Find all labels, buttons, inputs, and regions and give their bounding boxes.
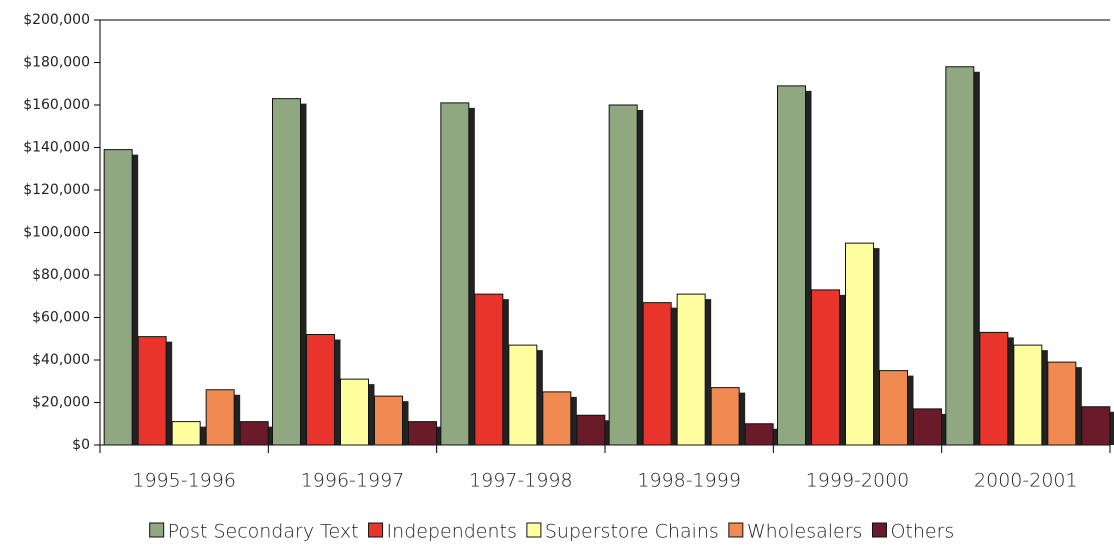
bar [576, 414, 606, 446]
bar [239, 421, 269, 446]
bar [811, 289, 840, 446]
bar-shadow [436, 426, 443, 445]
bar-shadow [1109, 411, 1114, 445]
bar [642, 302, 672, 446]
bar [979, 331, 1009, 446]
bar-shadow [334, 339, 341, 445]
y-tick-label: $120,000 [23, 182, 90, 198]
bar-shadow [907, 375, 914, 445]
y-tick-label: $60,000 [32, 310, 90, 326]
x-tick-label: 1997-1998 [469, 470, 573, 492]
bar [879, 370, 908, 446]
bar [205, 389, 235, 446]
y-tick-label: $20,000 [32, 395, 90, 411]
bar [913, 408, 942, 446]
bar [542, 391, 572, 446]
bar-shadow [805, 90, 812, 445]
bar [945, 66, 975, 446]
y-tick-label: $140,000 [23, 140, 90, 156]
legend-swatch [368, 522, 384, 538]
legend-swatch [526, 522, 542, 538]
bar [408, 421, 437, 446]
bar-shadow [536, 350, 543, 445]
bar-shadow [234, 394, 241, 445]
bar [440, 102, 470, 446]
bar-shadow [705, 299, 712, 445]
y-tick-label: $80,000 [32, 267, 90, 283]
x-tick-label: 1999-2000 [806, 470, 910, 492]
bar [272, 98, 301, 446]
x-tick-label: 1995-1996 [132, 470, 236, 492]
bar [845, 242, 874, 446]
bar [777, 85, 806, 446]
bar [508, 344, 538, 446]
legend-label: Wholesalers [747, 521, 863, 543]
y-tick-label: $180,000 [23, 55, 90, 71]
legend-label: Superstore Chains [545, 521, 719, 543]
bar-shadow [300, 103, 307, 445]
bar-shadow [773, 428, 780, 445]
bar-shadow [739, 392, 746, 445]
y-tick-label: $100,000 [23, 225, 90, 241]
bar [171, 421, 201, 446]
bar-shadow [570, 396, 577, 445]
bar [744, 423, 774, 446]
bar [1081, 406, 1111, 446]
bar-shadow [502, 299, 509, 445]
bar [340, 378, 369, 446]
bar [608, 104, 638, 446]
legend-label: Independents [387, 521, 517, 543]
bar [103, 149, 133, 446]
bar-shadow [368, 384, 375, 445]
x-tick-label: 2000-2001 [974, 470, 1078, 492]
y-tick-label: $160,000 [23, 97, 90, 113]
bar-shadow [1007, 337, 1014, 445]
bar-shadow [268, 426, 275, 445]
legend-swatch [149, 522, 165, 538]
bar-shadow [671, 307, 678, 445]
y-tick-label: $40,000 [32, 352, 90, 368]
legend-swatch [871, 522, 887, 538]
bar-shadow [873, 248, 880, 445]
bar [374, 395, 403, 446]
y-tick-label: $0 [72, 437, 90, 453]
bar [710, 387, 740, 446]
bar-shadow [468, 107, 475, 445]
bar [306, 334, 335, 446]
legend-label: Post Secondary Text [168, 521, 359, 543]
bar-shadow [604, 420, 611, 445]
bar-shadow [1075, 367, 1082, 445]
legend-swatch [728, 522, 744, 538]
y-tick-label: $200,000 [23, 12, 90, 28]
bar [1047, 361, 1077, 446]
bar-shadow [1041, 350, 1048, 445]
bar-shadow [200, 426, 207, 445]
legend-label: Others [890, 521, 954, 543]
bar [1013, 344, 1043, 446]
bar-shadow [402, 401, 409, 445]
x-tick-label: 1996-1997 [301, 470, 405, 492]
bar-shadow [637, 110, 644, 445]
bar [137, 336, 167, 446]
bar-shadow [132, 154, 139, 445]
bar [676, 293, 706, 446]
bar-shadow [941, 413, 948, 445]
bar-shadow [166, 341, 173, 445]
x-tick-label: 1998-1999 [637, 470, 741, 492]
bar [474, 293, 504, 446]
bar-shadow [973, 71, 980, 445]
bar-shadow [839, 294, 846, 445]
